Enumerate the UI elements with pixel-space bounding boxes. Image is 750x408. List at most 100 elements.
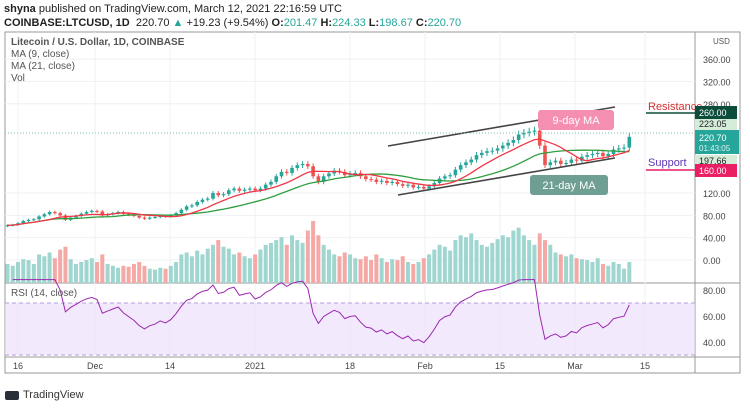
- candle-body: [506, 142, 510, 146]
- rsi-tick-label: 40.00: [703, 338, 726, 348]
- countdown-label: 01:43:05: [699, 144, 731, 153]
- candle-body: [290, 167, 294, 173]
- volume-bar: [42, 256, 47, 283]
- candle-body: [490, 150, 495, 152]
- volume-bar: [226, 248, 231, 283]
- rsi-tick-label: 60.00: [703, 312, 726, 322]
- candle-body: [237, 188, 242, 191]
- volume-bar: [411, 263, 416, 283]
- time-tick-label: 15: [640, 361, 650, 371]
- volume-bar: [527, 240, 532, 283]
- volume-bar: [126, 266, 131, 283]
- support-price-label-bg: [695, 164, 737, 177]
- candle-body: [169, 215, 173, 217]
- candle-body: [559, 160, 563, 165]
- candle-body: [211, 193, 215, 199]
- volume-bar: [448, 250, 453, 283]
- candle-body: [74, 215, 78, 218]
- candle-body: [126, 213, 131, 215]
- volume-bar: [200, 254, 205, 283]
- candle-body: [42, 214, 47, 217]
- candle-body: [374, 179, 379, 182]
- volume-bar: [21, 259, 26, 283]
- volume-bar: [110, 265, 115, 283]
- volume-bar: [195, 250, 200, 283]
- volume-bar: [532, 244, 537, 283]
- volume-bar: [179, 254, 184, 283]
- candle-body: [390, 181, 394, 183]
- volume-bar: [105, 263, 110, 283]
- candle-body: [153, 217, 157, 219]
- lower-trendline: [397, 157, 616, 196]
- candle-body: [37, 216, 41, 220]
- candle-body: [453, 169, 458, 176]
- volume-bar: [232, 254, 237, 283]
- volume-bar: [153, 269, 158, 283]
- resistance-price-label: 260.00: [699, 108, 727, 118]
- volume-bar: [263, 244, 268, 283]
- candle-body: [474, 155, 479, 160]
- volume-bar: [95, 262, 100, 283]
- resistance-price-label-bg: [695, 106, 737, 119]
- time-tick-label: 15: [495, 361, 505, 371]
- candle-body: [548, 162, 553, 166]
- volume-bar: [606, 265, 611, 283]
- volume-bar: [279, 237, 284, 283]
- volume-bar: [427, 254, 432, 283]
- candle-body: [142, 217, 147, 219]
- candle-body: [606, 153, 611, 157]
- last-price-label: 220.70: [699, 133, 727, 143]
- candle-body: [479, 152, 484, 156]
- candle-body: [300, 164, 305, 166]
- volume-bar: [421, 258, 426, 283]
- candle-body: [580, 156, 584, 161]
- candle-body: [627, 136, 632, 148]
- candle-body: [416, 186, 421, 188]
- candle-body: [200, 199, 205, 202]
- volume-bar: [611, 262, 616, 283]
- volume-bar: [205, 248, 210, 283]
- volume-bar: [174, 262, 179, 283]
- price-tick-label: 80.00: [703, 211, 726, 221]
- legend-ma21: MA (21, close): [11, 61, 75, 72]
- volume-bar: [84, 260, 89, 283]
- candle-body: [242, 189, 247, 191]
- volume-bar: [295, 240, 300, 283]
- volume-bar: [158, 267, 163, 283]
- volume-bar: [369, 260, 374, 283]
- price-tick-label: 280.00: [703, 100, 731, 110]
- volume-bar: [258, 249, 263, 283]
- candle-body: [611, 149, 616, 154]
- candle-body: [369, 179, 373, 181]
- volume-bar: [537, 233, 542, 283]
- high-price-label-bg: [695, 119, 737, 130]
- candle-body: [622, 147, 626, 149]
- volume-bar: [437, 244, 442, 283]
- ma9-callout: [538, 110, 614, 130]
- currency-label: USD: [713, 37, 730, 46]
- time-tick-label: 2021: [245, 361, 265, 371]
- volume-bar: [321, 244, 326, 283]
- candle-body: [274, 176, 279, 182]
- candle-body: [306, 164, 310, 167]
- time-tick-label: 16: [13, 361, 23, 371]
- legend-title: Litecoin / U.S. Dollar, 1D, COINBASE: [11, 37, 185, 48]
- candle-body: [537, 130, 542, 146]
- candle-body: [353, 172, 358, 174]
- volume-bar: [147, 268, 152, 283]
- candle-body: [332, 170, 336, 174]
- volume-bar: [274, 240, 279, 283]
- candle-body: [89, 210, 94, 213]
- candle-body: [100, 211, 105, 216]
- volume-bar: [337, 256, 342, 283]
- candle-body: [279, 171, 284, 177]
- candle-body: [595, 152, 600, 154]
- tradingview-logo-icon: [5, 390, 19, 400]
- volume-bar: [348, 254, 353, 283]
- candle-body: [258, 188, 263, 191]
- volume-bar: [253, 254, 258, 283]
- candle-body: [432, 182, 437, 187]
- volume-bar: [242, 256, 247, 283]
- candle-body: [216, 193, 221, 196]
